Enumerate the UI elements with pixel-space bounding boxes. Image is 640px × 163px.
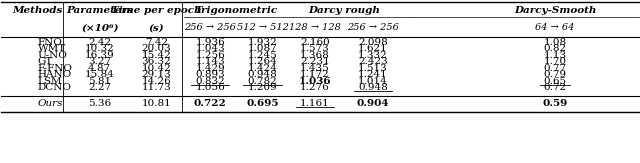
Text: 10.81: 10.81 [141, 99, 172, 108]
Text: 0.59: 0.59 [542, 99, 568, 108]
Text: 1.256: 1.256 [195, 51, 225, 59]
Text: 1.435: 1.435 [300, 64, 330, 73]
Text: 1.513: 1.513 [358, 64, 388, 73]
Text: Methods: Methods [13, 6, 63, 15]
Text: 5.81: 5.81 [88, 76, 111, 86]
Text: Darcy rough: Darcy rough [308, 6, 380, 15]
Text: 2.27: 2.27 [88, 83, 111, 92]
Text: Ours: Ours [38, 99, 63, 108]
Text: 10.32: 10.32 [85, 44, 115, 53]
Text: GT: GT [38, 57, 53, 66]
Text: 1.276: 1.276 [300, 83, 330, 92]
Text: 0.832: 0.832 [195, 76, 225, 86]
Text: 512 → 512: 512 → 512 [237, 23, 289, 32]
Text: 11.73: 11.73 [141, 83, 172, 92]
Text: 1.424: 1.424 [248, 64, 277, 73]
Text: F-FNO: F-FNO [38, 64, 73, 73]
Text: 10.42: 10.42 [141, 64, 172, 73]
Text: 0.948: 0.948 [358, 83, 388, 92]
Text: 1.143: 1.143 [195, 57, 225, 66]
Text: 3.27: 3.27 [88, 57, 111, 66]
Text: 1.08: 1.08 [543, 37, 566, 47]
Text: 0.79: 0.79 [543, 70, 566, 79]
Text: 2.098: 2.098 [358, 37, 388, 47]
Text: 1.209: 1.209 [248, 83, 277, 92]
Text: 29.13: 29.13 [141, 70, 172, 79]
Text: 0.782: 0.782 [248, 76, 277, 86]
Text: 14.26: 14.26 [141, 76, 172, 86]
Text: 256 → 256: 256 → 256 [184, 23, 236, 32]
Text: 36.32: 36.32 [141, 57, 172, 66]
Text: Darcy-Smooth: Darcy-Smooth [514, 6, 596, 15]
Text: 15.42: 15.42 [141, 51, 172, 59]
Text: 0.82: 0.82 [543, 44, 566, 53]
Text: 1.932: 1.932 [248, 37, 277, 47]
Text: FNO: FNO [38, 37, 63, 47]
Text: 256 → 256: 256 → 256 [347, 23, 399, 32]
Text: 0.948: 0.948 [248, 70, 277, 79]
Text: 1.036: 1.036 [299, 76, 332, 86]
Text: 0.893: 0.893 [195, 70, 225, 79]
Text: 1.161: 1.161 [300, 99, 330, 108]
Text: Time per epoch: Time per epoch [111, 6, 202, 15]
Text: Parameters: Parameters [67, 6, 133, 15]
Text: U-NO: U-NO [38, 51, 68, 59]
Text: 0.695: 0.695 [246, 99, 279, 108]
Text: 1.056: 1.056 [195, 83, 225, 92]
Text: 2.160: 2.160 [300, 37, 330, 47]
Text: 1.043: 1.043 [195, 44, 225, 53]
Text: HANO: HANO [38, 70, 72, 79]
Text: 0.904: 0.904 [356, 99, 389, 108]
Text: 1.429: 1.429 [195, 64, 225, 73]
Text: 15.84: 15.84 [85, 70, 115, 79]
Text: 1.368: 1.368 [300, 51, 330, 59]
Text: WMT: WMT [38, 44, 66, 53]
Text: 16.39: 16.39 [85, 51, 115, 59]
Text: 1.573: 1.573 [300, 44, 330, 53]
Text: 1.13: 1.13 [543, 51, 566, 59]
Text: 5.36: 5.36 [88, 99, 111, 108]
Text: 64 → 64: 64 → 64 [535, 23, 575, 32]
Text: 1.332: 1.332 [358, 51, 388, 59]
Text: LSM: LSM [38, 76, 62, 86]
Text: 20.03: 20.03 [141, 44, 172, 53]
Text: DCNO: DCNO [38, 83, 72, 92]
Text: 1.245: 1.245 [248, 51, 277, 59]
Text: 1.241: 1.241 [358, 70, 388, 79]
Text: 0.77: 0.77 [543, 64, 566, 73]
Text: 1.172: 1.172 [300, 70, 330, 79]
Text: 0.722: 0.722 [194, 99, 227, 108]
Text: 2.423: 2.423 [358, 57, 388, 66]
Text: 0.65: 0.65 [543, 76, 566, 86]
Text: 128 → 128: 128 → 128 [289, 23, 341, 32]
Text: 2.42: 2.42 [88, 37, 111, 47]
Text: 1.621: 1.621 [358, 44, 388, 53]
Text: 1.264: 1.264 [248, 57, 277, 66]
Text: (×10⁶): (×10⁶) [81, 23, 118, 32]
Text: 1.014: 1.014 [358, 76, 388, 86]
Text: 2.231: 2.231 [300, 57, 330, 66]
Text: 1.70: 1.70 [543, 57, 566, 66]
Text: 0.72: 0.72 [543, 83, 566, 92]
Text: (s): (s) [148, 23, 164, 32]
Text: 7.42: 7.42 [145, 37, 168, 47]
Text: 1.087: 1.087 [248, 44, 277, 53]
Text: 4.87: 4.87 [88, 64, 111, 73]
Text: 1.936: 1.936 [195, 37, 225, 47]
Text: Trigonometric: Trigonometric [195, 6, 278, 15]
